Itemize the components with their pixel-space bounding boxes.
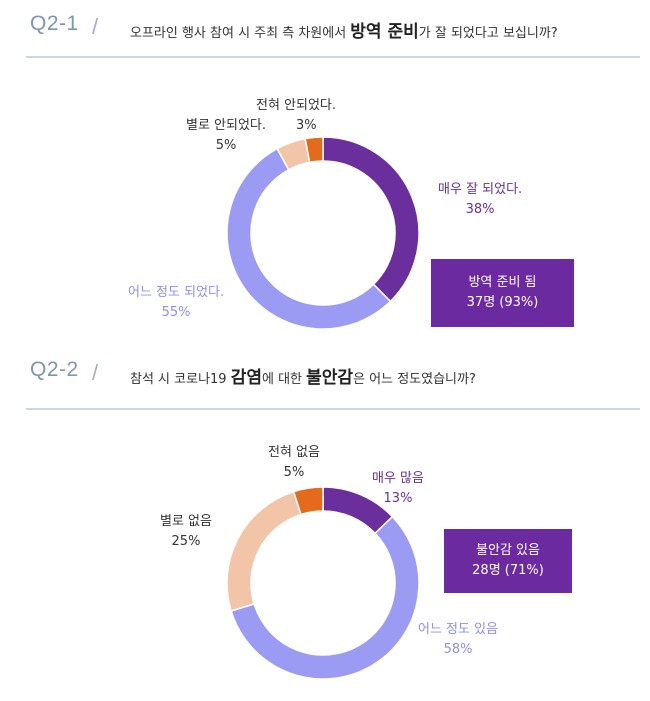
header-rule	[26, 56, 640, 58]
donut-slice	[292, 486, 324, 516]
label-not-much: 별로 없음 25%	[160, 514, 212, 549]
value-none: 3%	[296, 118, 317, 133]
donut-slice	[226, 490, 302, 612]
label-none: 전혀 없음 5%	[268, 445, 320, 480]
label-not-much: 별로 안되었다. 5%	[186, 118, 267, 153]
header-rule	[26, 408, 640, 410]
donut-slice	[304, 136, 324, 164]
summary-box-q2-2: 불안감 있음 28명 (71%)	[444, 529, 572, 593]
question-header-q2-1: Q2-1 / 오프라인 행사 참여 시 주최 측 차원에서 방역 준비가 잘 되…	[0, 6, 650, 62]
question-text: 참석 시 코로나19 감염에 대한 불안감은 어느 정도였습니까?	[130, 368, 476, 388]
summary-box-q2-1: 방역 준비 됨 37명 (93%)	[431, 259, 574, 327]
question-text: 오프라인 행사 참여 시 주최 측 차원에서 방역 준비가 잘 되었다고 보십니…	[130, 22, 558, 42]
divider-slash: /	[92, 14, 99, 39]
label-none: 전혀 안되었다.	[256, 98, 337, 113]
label-very-much: 매우 많음 13%	[372, 471, 424, 506]
donut-chart-q2-1	[226, 136, 420, 330]
label-somewhat: 어느 정도 되었다. 55%	[128, 285, 225, 320]
label-somewhat: 어느 정도 있음 58%	[418, 622, 499, 657]
divider-slash: /	[92, 360, 99, 385]
donut-slice	[226, 147, 392, 330]
donut-slice	[230, 515, 420, 680]
question-number: Q2-2	[30, 358, 79, 381]
question-header-q2-2: Q2-2 / 참석 시 코로나19 감염에 대한 불안감은 어느 정도였습니까?	[0, 352, 650, 408]
label-very-good: 매우 잘 되었다. 38%	[438, 182, 523, 217]
question-number: Q2-1	[30, 12, 79, 35]
donut-slice	[322, 136, 420, 303]
donut-chart-q2-2	[226, 486, 420, 680]
